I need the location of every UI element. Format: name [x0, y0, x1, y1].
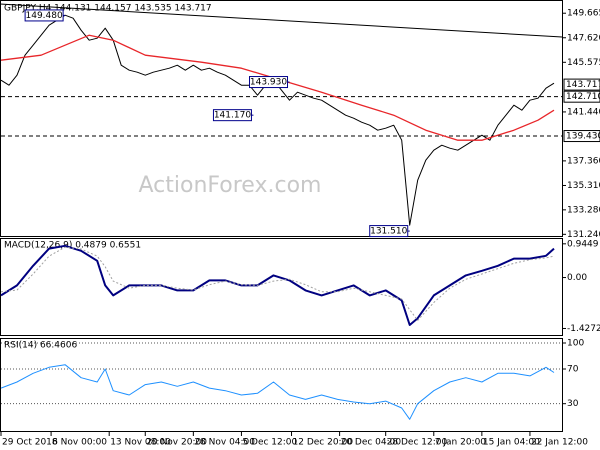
y-tick-label: 147.620	[567, 33, 600, 43]
watermark: ActionForex.com	[139, 173, 322, 198]
x-tick-label: 20 Dec 04:00	[341, 438, 402, 448]
level-label: 142.710	[566, 92, 600, 102]
series-line	[0, 244, 555, 326]
annotation-label: 149.480	[26, 11, 63, 21]
annotation-box	[249, 76, 289, 89]
series-line	[0, 246, 555, 321]
y-tick-label: 100	[567, 338, 584, 348]
x-tick-label: 20 Nov 20:00	[146, 438, 207, 448]
x-tick-label: 6 Nov 00:00	[52, 438, 107, 448]
x-tick-label: 7 Jan 20:00	[435, 438, 487, 448]
annotation-label: 141.170	[214, 111, 251, 121]
level-label: 139.430	[566, 132, 600, 142]
y-tick-label: 0.00	[567, 273, 587, 283]
x-tick-label: 5 Dec 12:00	[242, 438, 297, 448]
level-box	[563, 90, 600, 103]
annotation-box	[212, 109, 252, 122]
y-tick-label: 133.280	[567, 205, 600, 215]
annotation-label: 143.930	[250, 78, 287, 88]
rsi-title: RSI(14) 66.4606	[4, 341, 77, 351]
x-tick-label: 22 Jan 12:00	[531, 438, 588, 448]
y-tick-label: 0.9449	[567, 239, 599, 249]
x-tick-label: 28 Dec 12:00	[387, 438, 448, 448]
annotation-box	[24, 9, 64, 22]
level-box	[563, 130, 600, 143]
x-tick-label: 13 Nov 08:00	[110, 438, 171, 448]
y-tick-label: 135.310	[567, 181, 600, 191]
y-tick-label: 131.240	[567, 230, 600, 240]
y-tick-label: -1.4272	[567, 324, 600, 334]
x-tick-label: 29 Oct 2018	[2, 438, 58, 448]
annotation-label: 131.510	[370, 227, 407, 237]
trend-line	[0, 3, 563, 38]
macd-panel	[0, 238, 563, 336]
y-tick-label: 149.665	[567, 9, 600, 19]
rsi-panel	[0, 338, 563, 432]
last-price-box	[563, 78, 600, 91]
y-tick-label: 145.575	[567, 58, 600, 68]
last-price-label: 143.717	[566, 80, 600, 90]
series-line	[0, 364, 555, 420]
y-tick-label: 70	[567, 365, 579, 375]
series-line	[0, 34, 555, 141]
macd-title: MACD(12,26,9) 0.4879 0.6551	[4, 241, 141, 251]
x-tick-label: 15 Jan 04:00	[483, 438, 540, 448]
x-tick-label: 12 Dec 20:00	[293, 438, 354, 448]
y-tick-label: 30	[567, 399, 579, 409]
chart-title: GBPJPY,H4 144.131 144.157 143.535 143.71…	[4, 4, 212, 14]
x-tick-label: 28 Nov 04:00	[194, 438, 255, 448]
y-tick-label: 137.360	[567, 156, 600, 166]
price-panel	[0, 0, 563, 237]
y-tick-label: 141.440	[567, 107, 600, 117]
annotation-box	[369, 225, 409, 238]
